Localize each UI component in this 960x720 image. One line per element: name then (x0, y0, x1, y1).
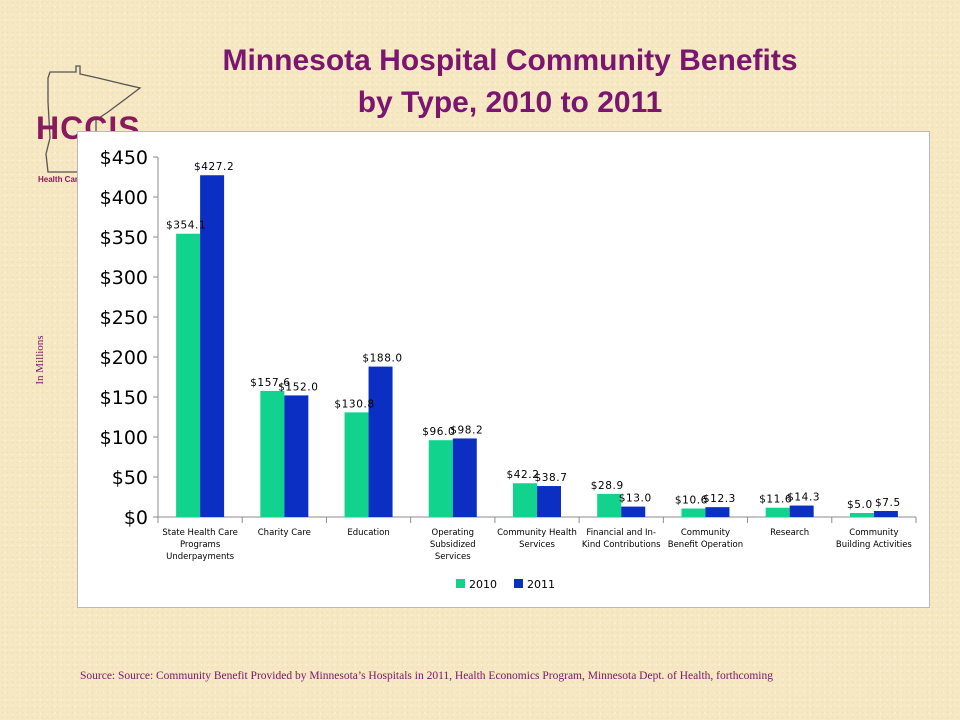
y-tick-label: $0 (124, 507, 148, 529)
bar-2011 (200, 175, 225, 518)
legend-label: 2010 (469, 578, 497, 591)
data-label: $157.6 (250, 377, 290, 389)
x-tick-label: Community (681, 528, 730, 538)
x-tick-label: Underpayments (166, 552, 235, 562)
bar-chart: $0 $50 $100 $150 $200 $250 $300 $350 $400 $450 $3… (100, 147, 917, 591)
data-label: $354.1 (166, 220, 206, 232)
y-tick-label: $200 (100, 347, 148, 369)
x-tick-label: Financial and In- (586, 528, 656, 538)
page-title: Minnesota Hospital Community Benefits by… (140, 40, 880, 124)
x-axis-labels: State Health Care Programs Underpayments Ch… (162, 528, 912, 562)
bar-2010 (765, 507, 790, 517)
data-label: $152.0 (278, 381, 318, 393)
x-tick-label: Research (770, 528, 809, 538)
data-label: $14.3 (787, 492, 820, 504)
x-tick-label: Subsidized (430, 540, 476, 550)
source-note: Source: Source: Community Benefit Provid… (80, 670, 773, 682)
legend-swatch-2011 (514, 579, 523, 588)
y-axis-unit-label: In Millions (34, 335, 46, 385)
x-tick-label: Building Activities (836, 540, 913, 550)
bar-2010 (849, 513, 874, 517)
bar-2010 (513, 483, 537, 517)
bar-2011 (705, 507, 730, 517)
bar-2011 (368, 366, 393, 517)
legend-label: 2011 (527, 578, 555, 591)
title-line-1: Minnesota Hospital Community Benefits (222, 44, 798, 77)
hccis-logo (45, 65, 142, 173)
bar-2010 (344, 412, 369, 517)
data-label: $28.9 (591, 480, 624, 492)
y-tick-label: $300 (100, 267, 148, 289)
bar-2010 (176, 233, 201, 517)
legend: 2010 2011 (456, 578, 555, 591)
data-label: $10.6 (675, 495, 708, 507)
y-tick-label: $50 (112, 467, 148, 489)
data-label: $13.0 (619, 493, 652, 505)
bar-2010 (428, 440, 453, 517)
bar-2011 (284, 395, 309, 517)
data-label: $5.0 (847, 499, 873, 511)
bar-2010 (260, 390, 285, 517)
bars (176, 175, 898, 518)
bar-2011 (873, 511, 898, 517)
x-tick-label: Operating (432, 528, 475, 538)
x-tick-label: Services (435, 552, 471, 562)
data-label: $12.3 (703, 493, 736, 505)
bar-2011 (789, 505, 814, 517)
y-tick-label: $350 (100, 227, 148, 249)
data-label: $427.2 (194, 161, 234, 173)
data-label: $98.2 (450, 424, 483, 436)
y-tick-label: $150 (100, 387, 148, 409)
y-tick-label: $250 (100, 307, 148, 329)
chart-area: $0 $50 $100 $150 $200 $250 $300 $350 $400 $450 $3… (77, 131, 930, 608)
logo-subtext: Health Care (38, 175, 83, 184)
x-tick-label: Community Health (497, 528, 577, 538)
x-tick-label: Community (849, 528, 898, 538)
data-label: $7.5 (875, 497, 901, 509)
legend-swatch-2010 (456, 579, 465, 588)
bar-2011 (621, 506, 646, 517)
bar-2011 (537, 486, 561, 517)
y-tick-label: $100 (100, 427, 148, 449)
bar-2010 (681, 508, 706, 517)
x-tick-label: Charity Care (258, 528, 311, 538)
data-label: $38.7 (534, 472, 567, 484)
x-tick-label: Programs (180, 540, 221, 550)
data-labels: $354.1 $427.2 $157.6$152.0 $130.8 $188.0 $96.… (166, 161, 901, 511)
minnesota-outline-icon (45, 65, 142, 173)
x-tick-label: Kind Contributions (582, 540, 661, 550)
title-line-2: by Type, 2010 to 2011 (357, 86, 663, 119)
data-label: $96.0 (422, 426, 455, 438)
x-tick-label: Services (519, 540, 555, 550)
y-tick-label: $450 (100, 147, 148, 169)
x-tick-label: Benefit Operation (668, 540, 743, 550)
x-tick-label: Education (347, 528, 389, 538)
data-label: $42.2 (506, 469, 539, 481)
data-label: $130.8 (334, 398, 374, 410)
y-tick-label: $400 (100, 187, 148, 209)
data-label: $11.6 (759, 494, 792, 506)
data-label: $188.0 (362, 353, 402, 365)
x-tick-label: State Health Care (162, 528, 238, 538)
bar-2010 (597, 493, 622, 517)
bar-2011 (452, 438, 477, 517)
